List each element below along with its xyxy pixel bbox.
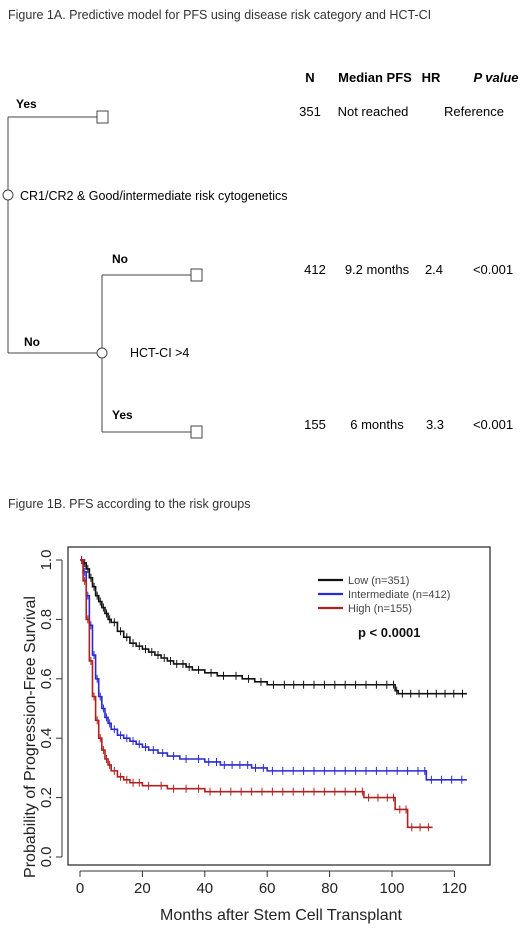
header-p-value: P value xyxy=(473,70,518,85)
row-2-p: <0.001 xyxy=(473,262,513,277)
row-3-median: 6 months xyxy=(350,417,404,432)
row-1-p: Reference xyxy=(444,104,504,119)
p-value-annotation: p < 0.0001 xyxy=(358,625,421,640)
plot-frame xyxy=(67,546,491,866)
branch-label-no-1: No xyxy=(112,252,128,266)
row-3-n: 155 xyxy=(304,417,326,432)
x-tick-label: 60 xyxy=(259,880,276,897)
branch-label-yes-2: Yes xyxy=(112,408,133,422)
header-hr: HR xyxy=(422,70,441,85)
y-tick-label: 0.6 xyxy=(38,668,55,689)
terminal-node-3 xyxy=(190,425,203,439)
km-survival-chart: 0 20 40 60 80 100 120 0.0 0.2 0.4 0.6 0.8 1.0 Low (n… xyxy=(22,546,491,924)
x-tick-label: 100 xyxy=(379,880,404,897)
decision-node-2 xyxy=(96,347,108,359)
row-2-hr: 2.4 xyxy=(425,262,443,277)
series-layer xyxy=(80,556,467,832)
node-2-label: HCT-CI >4 xyxy=(130,346,189,360)
x-axis-title: Months after Stem Cell Transplant xyxy=(160,907,402,924)
row-1-n: 351 xyxy=(299,104,321,119)
series-line-2 xyxy=(80,559,433,829)
y-tick-label: 0.4 xyxy=(38,728,55,749)
y-tick-label: 0.0 xyxy=(38,847,55,868)
branch-label-yes-1: Yes xyxy=(16,97,37,111)
x-tick-label: 80 xyxy=(321,880,338,897)
x-tick-label: 120 xyxy=(442,880,467,897)
row-2-median: 9.2 months xyxy=(345,262,410,277)
header-n: N xyxy=(305,70,314,85)
y-axis-title: Probability of Progression-Free Survival xyxy=(22,596,39,878)
row-1-median: Not reached xyxy=(338,104,409,119)
x-tick-label: 40 xyxy=(196,880,213,897)
row-3-p: <0.001 xyxy=(473,417,513,432)
x-tick-label: 20 xyxy=(134,880,151,897)
series-line-0 xyxy=(80,559,467,695)
x-tick-label: 0 xyxy=(76,880,84,897)
row-3-hr: 3.3 xyxy=(426,417,444,432)
figure-1b-title: Figure 1B. PFS according to the risk gro… xyxy=(8,497,251,511)
node-1-label: CR1/CR2 & Good/intermediate risk cytogen… xyxy=(20,189,287,203)
figure-1a-title: Figure 1A. Predictive model for PFS usin… xyxy=(8,8,432,22)
row-2-n: 412 xyxy=(304,262,326,277)
decision-node-1 xyxy=(2,189,14,201)
y-tick-label: 0.8 xyxy=(38,609,55,630)
legend-label: High (n=155) xyxy=(348,603,412,615)
legend-label: Intermediate (n=412) xyxy=(348,589,450,601)
tree-lines xyxy=(7,116,191,433)
decision-tree: N Median PFS HR P value Yes CR1/CR2 & Go… xyxy=(2,70,519,439)
legend-label: Low (n=351) xyxy=(348,575,409,587)
axes: 0 20 40 60 80 100 120 0.0 0.2 0.4 0.6 0.8 1.0 xyxy=(38,550,467,897)
y-tick-label: 1.0 xyxy=(38,550,55,571)
header-median-pfs: Median PFS xyxy=(338,70,412,85)
terminal-node-1 xyxy=(96,110,109,124)
terminal-node-2 xyxy=(190,268,203,282)
legend: Low (n=351) Intermediate (n=412) High (n=1… xyxy=(318,575,450,615)
series-line-1 xyxy=(80,559,467,781)
branch-label-no-2: No xyxy=(24,335,40,349)
y-tick-label: 0.2 xyxy=(38,787,55,808)
